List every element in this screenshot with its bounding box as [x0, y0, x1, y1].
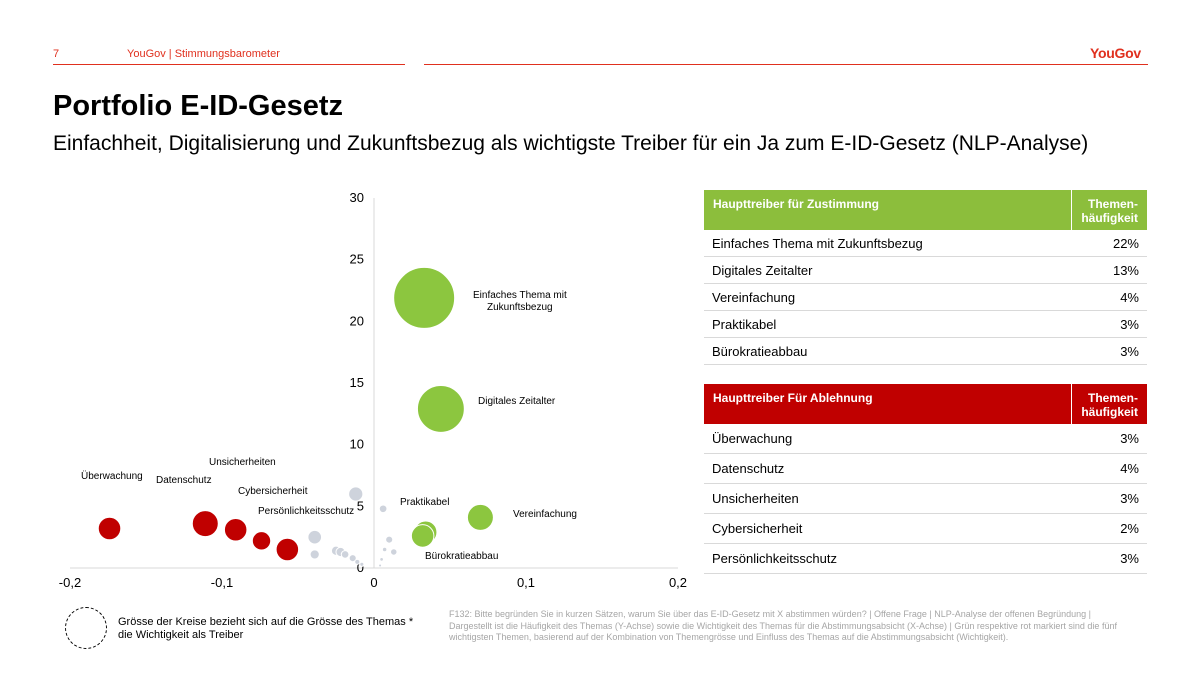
- rejection-row-label: Unsicherheiten: [704, 483, 1072, 514]
- bubble: [309, 549, 320, 560]
- approval-row: Digitales Zeitalter 13%: [704, 256, 1147, 284]
- approval-row-label: Praktikabel: [704, 310, 1072, 338]
- bubble-label: Cybersicherheit: [238, 486, 308, 497]
- page-number: 7: [53, 48, 60, 60]
- rejection-row-label: Datenschutz: [704, 453, 1072, 484]
- y-tick-label: 30: [350, 190, 364, 205]
- bubble-label: Bürokratieabbau: [425, 551, 498, 562]
- bubble: [340, 550, 350, 559]
- bubble: [307, 529, 323, 545]
- x-tick-label: -0,2: [59, 575, 81, 590]
- size-legend-circle: [65, 607, 107, 649]
- chart-bubbles: [97, 266, 494, 568]
- chart-labels: Einfaches Thema mit Zukunftsbezug Digitale…: [81, 290, 577, 562]
- rejection-row-value: 2%: [1071, 513, 1147, 544]
- header-rule-left: [53, 64, 405, 65]
- bubble-label: Datenschutz: [156, 475, 212, 486]
- page-subtitle: Einfachheit, Digitalisierung und Zukunft…: [53, 132, 1089, 155]
- header-rule-right: [424, 64, 1148, 65]
- approval-row: Einfaches Thema mit Zukunftsbezug 22%: [704, 230, 1147, 257]
- approval-row-value: 3%: [1071, 337, 1147, 365]
- rejection-row-value: 3%: [1071, 483, 1147, 514]
- bubble: [354, 558, 361, 565]
- approval-row-label: Digitales Zeitalter: [704, 256, 1072, 284]
- page-title: Portfolio E-ID-Gesetz: [53, 90, 344, 122]
- rejection-row: Persönlichkeitsschutz 3%: [704, 543, 1147, 574]
- y-tick-label: 20: [350, 313, 364, 328]
- rejection-row: Unsicherheiten 3%: [704, 483, 1147, 514]
- bubble: [223, 518, 248, 542]
- rejection-header-value: Themen-häufigkeit: [1071, 384, 1147, 424]
- bubble: [385, 535, 394, 544]
- rejection-row: Cybersicherheit 2%: [704, 513, 1147, 544]
- bubble: [378, 563, 383, 568]
- bubble: [390, 548, 398, 556]
- approval-header-label: Haupttreiber für Zustimmung: [704, 190, 1072, 230]
- approval-row-label: Vereinfachung: [704, 283, 1072, 311]
- y-tick-label: 25: [350, 252, 364, 267]
- bubble: [410, 524, 435, 548]
- bubble: [275, 537, 300, 562]
- bubble-label: Persönlichkeitsschutz: [258, 506, 354, 517]
- x-tick-label: -0,1: [211, 575, 233, 590]
- approval-drivers-table: Haupttreiber für Zustimmung Themen-häufi…: [704, 190, 1147, 365]
- x-tick-label: 0,2: [669, 575, 687, 590]
- bubble: [359, 561, 365, 567]
- bubble: [378, 504, 388, 514]
- rejection-row-value: 3%: [1071, 424, 1147, 454]
- y-tick-label: 0: [357, 560, 364, 575]
- bubble: [416, 384, 465, 433]
- y-tick-label: 10: [350, 437, 364, 452]
- rejection-row-label: Persönlichkeitsschutz: [704, 543, 1072, 574]
- bubble: [348, 486, 364, 502]
- rejection-row-value: 3%: [1071, 543, 1147, 574]
- bubble: [379, 557, 384, 562]
- rejection-drivers-table: Haupttreiber Für Ablehnung Themen-häufig…: [704, 384, 1147, 574]
- approval-row-value: 13%: [1071, 256, 1147, 284]
- footnote: F132: Bitte begründen Sie in kurzen Sätz…: [449, 609, 1117, 642]
- y-tick-label: 5: [357, 498, 364, 513]
- x-tick-label: 0: [370, 575, 377, 590]
- approval-header-value: Themen-häufigkeit: [1071, 190, 1147, 230]
- bubble: [348, 554, 357, 563]
- approval-row-label: Einfaches Thema mit Zukunftsbezug: [704, 230, 1072, 257]
- breadcrumb: YouGov | Stimmungsbarometer: [127, 48, 280, 60]
- bubble: [97, 516, 122, 541]
- approval-row-label: Bürokratieabbau: [704, 337, 1072, 365]
- rejection-row-label: Cybersicherheit: [704, 513, 1072, 544]
- bubble-label: Vereinfachung: [513, 509, 577, 520]
- approval-row-value: 3%: [1071, 310, 1147, 338]
- x-tick-label: 0,1: [517, 575, 535, 590]
- approval-row: Bürokratieabbau 3%: [704, 337, 1147, 365]
- bubble-label: Überwachung: [81, 470, 143, 482]
- size-legend-text: Grösse der Kreise bezieht sich auf die G…: [118, 616, 414, 641]
- rejection-row-value: 4%: [1071, 453, 1147, 484]
- bubble: [393, 266, 456, 329]
- approval-row: Praktikabel 3%: [704, 310, 1147, 338]
- bubble-label: Einfaches Thema mit Zukunftsbezug: [473, 290, 567, 313]
- bubble-chart: -0,2 -0,1 0 0,1 0,2 0 5 10 15 20 25 30 Einfaches Th…: [59, 190, 687, 590]
- bubble-label: Digitales Zeitalter: [478, 396, 556, 407]
- y-tick-label: 15: [350, 375, 364, 390]
- approval-row: Vereinfachung 4%: [704, 283, 1147, 311]
- rejection-row-label: Überwachung: [704, 424, 1072, 454]
- bubble-label: Praktikabel: [400, 497, 449, 508]
- rejection-row: Überwachung 3%: [704, 424, 1147, 454]
- rejection-row: Datenschutz 4%: [704, 453, 1147, 484]
- bubble: [381, 546, 388, 553]
- bubble: [191, 510, 219, 538]
- bubble: [251, 531, 272, 551]
- approval-row-value: 4%: [1071, 283, 1147, 311]
- bubble-label: Unsicherheiten: [209, 457, 276, 468]
- approval-row-value: 22%: [1071, 230, 1147, 257]
- chart-axes: -0,2 -0,1 0 0,1 0,2 0 5 10 15 20 25 30: [59, 190, 687, 590]
- rejection-header-label: Haupttreiber Für Ablehnung: [704, 384, 1072, 424]
- yougov-logo: YouGov: [1090, 45, 1141, 61]
- bubble: [466, 503, 494, 531]
